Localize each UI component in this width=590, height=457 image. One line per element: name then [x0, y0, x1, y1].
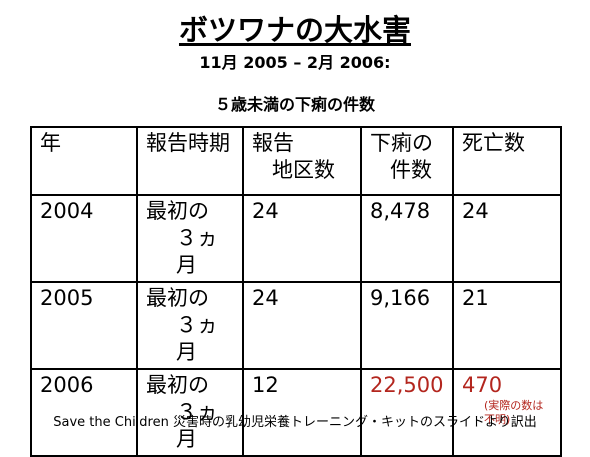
- header-cases-line2: 件数: [390, 158, 432, 182]
- table-caption: ５歳未満の下痢の件数: [214, 95, 375, 114]
- diarrhea-cases-table: 年 報告時期 報告 地区数 下痢の 件数 死亡数 2004 最初の ３ヵ月 24…: [30, 126, 562, 457]
- header-period-label: 報告時期: [146, 131, 230, 155]
- cell-cases-highlight: 22,500: [360, 368, 454, 457]
- cell-period-line2: ３ヵ月: [176, 226, 218, 277]
- cell-year: 2006: [30, 368, 138, 457]
- cell-deaths-value: 470: [462, 373, 503, 397]
- cell-period-line1: 最初の: [146, 199, 209, 223]
- cell-cases: 9,166: [360, 281, 454, 370]
- header-deaths: 死亡数: [452, 126, 562, 196]
- header-year-label: 年: [40, 131, 61, 155]
- table-header-row: 年 報告時期 報告 地区数 下痢の 件数 死亡数: [30, 126, 562, 196]
- cell-period: 最初の ３ヵ月: [136, 194, 244, 283]
- slide-title-text: ボツワナの大水害: [178, 13, 411, 47]
- cell-period: 最初の ３ヵ月: [136, 368, 244, 457]
- header-districts-line2: 地区数: [272, 158, 335, 182]
- header-cases: 下痢の 件数: [360, 126, 454, 196]
- cell-deaths-highlight: 470 (実際の数は 不明): [452, 368, 562, 457]
- cell-year: 2004: [30, 194, 138, 283]
- slide-title: ボツワナの大水害: [0, 12, 590, 48]
- cell-deaths: 24: [452, 194, 562, 283]
- cell-year: 2005: [30, 281, 138, 370]
- header-year: 年: [30, 126, 138, 196]
- deaths-note-line1: (実際の数は: [484, 399, 544, 412]
- cell-districts: 24: [242, 281, 362, 370]
- slide-subtitle: 11月 2005 – 2月 2006:: [199, 53, 391, 72]
- table-row: 2005 最初の ３ヵ月 24 9,166 21: [30, 281, 562, 370]
- table-row: 2004 最初の ３ヵ月 24 8,478 24: [30, 194, 562, 283]
- cell-period-line2: ３ヵ月: [176, 313, 218, 364]
- header-districts-line1: 報告: [252, 131, 294, 155]
- cell-period: 最初の ３ヵ月: [136, 281, 244, 370]
- cell-districts: 12: [242, 368, 362, 457]
- header-deaths-label: 死亡数: [462, 131, 525, 155]
- header-districts: 報告 地区数: [242, 126, 362, 196]
- cell-cases: 8,478: [360, 194, 454, 283]
- header-period: 報告時期: [136, 126, 244, 196]
- table-row: 2006 最初の ３ヵ月 12 22,500 470 (実際の数は 不明): [30, 368, 562, 457]
- header-cases-line1: 下痢の: [370, 131, 433, 155]
- cell-period-line1: 最初の: [146, 373, 209, 397]
- deaths-note-line2: 不明): [484, 413, 511, 426]
- cell-period-line1: 最初の: [146, 286, 209, 310]
- source-footer: Save the Children 災害時の乳幼児栄養トレーニング・キットのスラ…: [53, 415, 537, 430]
- cell-deaths: 21: [452, 281, 562, 370]
- cell-districts: 24: [242, 194, 362, 283]
